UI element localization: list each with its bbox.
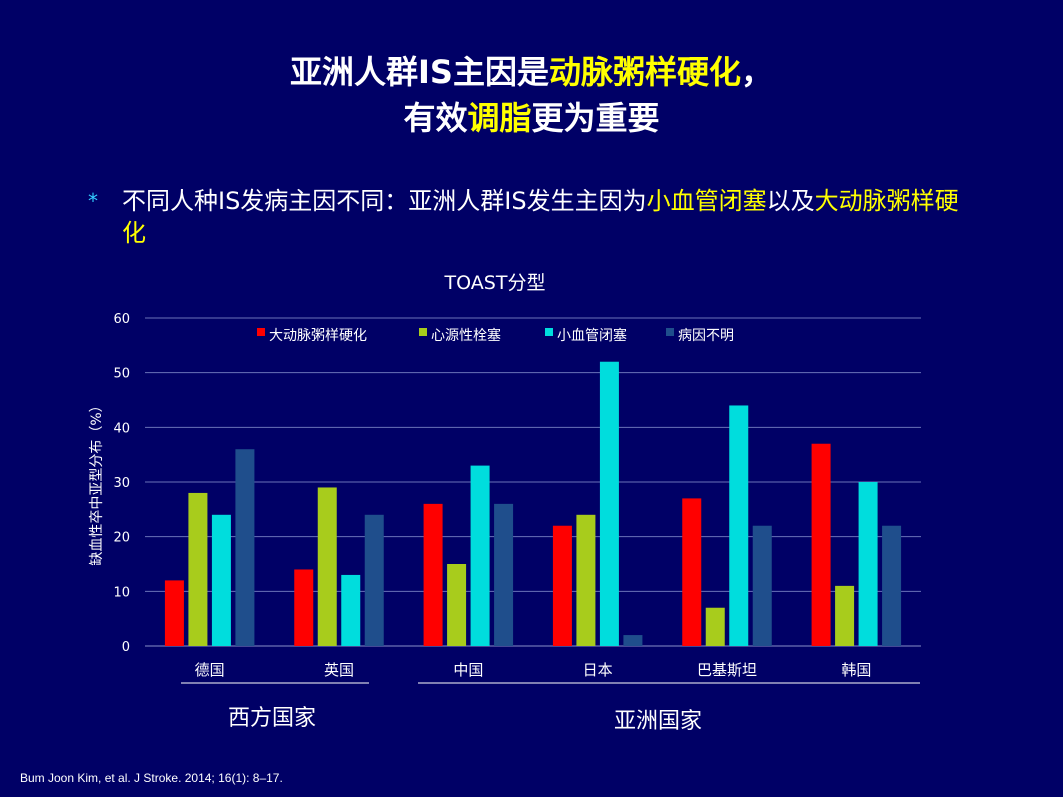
bar-4: [235, 449, 255, 646]
bar-3: [599, 361, 619, 646]
y-tick-label: 20: [113, 531, 130, 546]
bullet-text-mid: 以及: [766, 187, 815, 215]
legend-swatch: [257, 328, 265, 336]
x-tick-label: 英国: [324, 661, 354, 679]
bar-2: [705, 607, 725, 646]
bar-1: [552, 525, 572, 646]
bar-3: [729, 405, 749, 646]
legend-label: 大动脉粥样硬化: [269, 327, 367, 344]
bullet-marker-icon: *: [88, 189, 98, 213]
citation: Bum Joon Kim, et al. J Stroke. 2014; 16(…: [20, 771, 283, 785]
bar-3: [858, 482, 878, 646]
legend-label: 病因不明: [678, 328, 734, 344]
bar-3: [341, 574, 361, 646]
y-tick-label: 10: [113, 585, 130, 600]
group-label-western: 西方国家: [228, 706, 317, 731]
bar-3: [211, 514, 231, 646]
title-line1-punct: ，: [740, 53, 773, 91]
bar-1: [682, 498, 702, 646]
x-tick-label: 日本: [583, 661, 613, 679]
y-tick-label: 30: [113, 476, 130, 491]
x-tick-label: 韩国: [841, 661, 871, 679]
y-tick-label: 60: [113, 312, 130, 327]
legend-label: 小血管闭塞: [557, 327, 627, 344]
slide-title-line2: 有效调脂更为重要: [0, 96, 1063, 140]
bar-4: [752, 525, 772, 646]
bar-2: [835, 585, 855, 646]
bar-2: [447, 564, 467, 646]
title-line2-text-end: 更为重要: [531, 99, 660, 137]
bar-4: [494, 503, 514, 646]
y-axis-label: 缺血性卒中亚型分布（%）: [89, 398, 105, 565]
bullet-text-pre: 不同人种IS发病主因不同：亚洲人群IS发生主因为: [122, 187, 647, 215]
bullet-highlight-small-vessel: 小血管闭塞: [646, 187, 767, 215]
bullet-highlight-atherosclerosis: 大动脉粥样硬化: [122, 187, 959, 247]
legend-label: 心源性栓塞: [431, 327, 501, 344]
x-tick-label: 德国: [195, 661, 225, 679]
chart-title: TOAST分型: [444, 272, 546, 294]
bar-1: [164, 580, 184, 646]
legend-swatch: [666, 328, 674, 336]
title-line1-highlight: 动脉粥样硬化: [548, 53, 741, 91]
bar-4: [364, 514, 384, 646]
legend-swatch: [419, 328, 427, 336]
bullet-text: 不同人种IS发病主因不同：亚洲人群IS发生主因为小血管闭塞以及大动脉粥样硬化: [122, 185, 982, 249]
bar-2: [317, 487, 337, 646]
bar-1: [294, 569, 314, 646]
bar-2: [576, 514, 596, 646]
title-line2-highlight: 调脂: [467, 99, 532, 137]
bar-2: [188, 492, 208, 646]
bar-4: [623, 635, 643, 646]
x-tick-label: 巴基斯坦: [697, 661, 757, 679]
y-tick-label: 50: [113, 367, 130, 382]
bar-1: [423, 503, 443, 646]
y-tick-label: 0: [122, 640, 130, 655]
group-label-asian: 亚洲国家: [614, 709, 703, 734]
y-tick-label: 40: [113, 421, 130, 436]
legend-swatch: [545, 328, 553, 336]
x-tick-label: 中国: [453, 661, 483, 679]
slide-title-line1: 亚洲人群IS主因是动脉粥样硬化，: [0, 50, 1063, 94]
bar-4: [882, 525, 902, 646]
bar-1: [811, 443, 831, 646]
title-line2-text: 有效: [403, 99, 468, 137]
title-line1-text: 亚洲人群IS主因是: [290, 53, 549, 91]
bar-3: [470, 465, 490, 646]
toast-bar-chart: TOAST分型 0 10 20 30 40 50 60 缺血性卒中亚型分布（%） 德国 英国 中国 日本…: [89, 272, 921, 684]
